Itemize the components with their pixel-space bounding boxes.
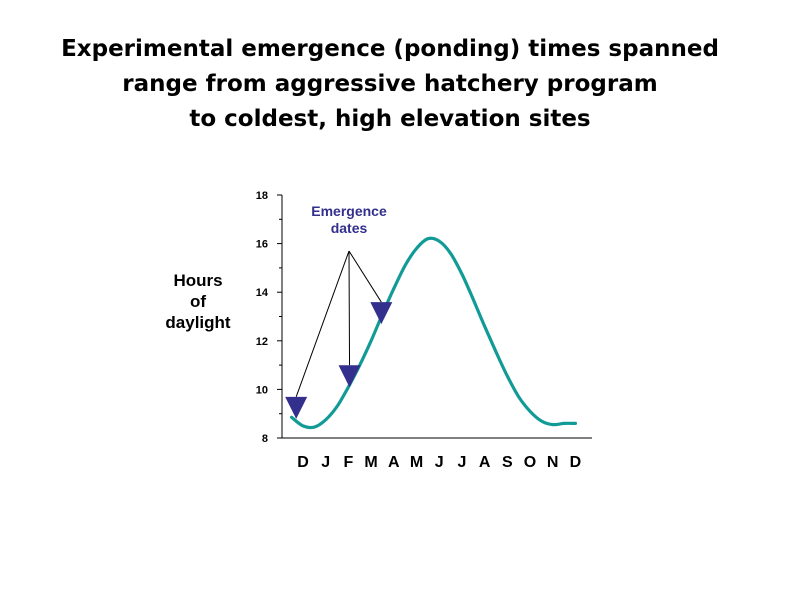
x-tick-label: D (297, 454, 309, 471)
y-tick-label: 14 (256, 287, 269, 299)
annotation-label-line-2: dates (331, 220, 368, 236)
y-tick-label: 18 (256, 190, 268, 202)
x-tick-label: A (388, 454, 400, 471)
x-tick-label: N (547, 454, 559, 471)
emergence-marker (338, 365, 361, 388)
y-axis-label-line-2: of (189, 292, 207, 311)
annotation-pointer (295, 250, 350, 398)
y-tick-label: 12 (256, 336, 268, 348)
x-tick-label: S (502, 454, 513, 471)
x-tick-label: J (321, 454, 330, 471)
y-axis-label-line-1: Hours (173, 271, 223, 290)
curve-layer (290, 236, 577, 430)
x-tick-label: F (344, 454, 354, 471)
x-tick-label: M (364, 454, 377, 471)
annotation-pointer (348, 250, 382, 303)
y-tick-label: 8 (262, 433, 268, 445)
chart-title: Experimental emergence (ponding) times s… (40, 32, 740, 137)
y-tick-label: 16 (256, 239, 268, 251)
y-axis-label-line-3: daylight (165, 313, 231, 332)
emergence-marker (370, 302, 393, 325)
title-line-2: range from aggressive hatchery program (122, 71, 658, 97)
x-tick-label: J (435, 454, 444, 471)
emergence-marker (285, 396, 308, 419)
x-tick-label: D (570, 454, 582, 471)
title-line-1: Experimental emergence (ponding) times s… (61, 36, 719, 62)
title-line-3: to coldest, high elevation sites (189, 106, 591, 132)
annotation-pointers (295, 250, 382, 398)
x-tick-label: M (410, 454, 423, 471)
x-tick-label: O (524, 454, 536, 471)
annotation-label-line-1: Emergence (311, 203, 387, 219)
x-tick-label: J (457, 454, 466, 471)
x-tick-label: A (479, 454, 491, 471)
y-tick-label: 10 (256, 384, 268, 396)
y-axis-label: Hours of daylight (158, 270, 238, 333)
marker-layer (285, 302, 393, 419)
daylight-curve (290, 236, 577, 430)
annotation-pointer (348, 250, 351, 366)
